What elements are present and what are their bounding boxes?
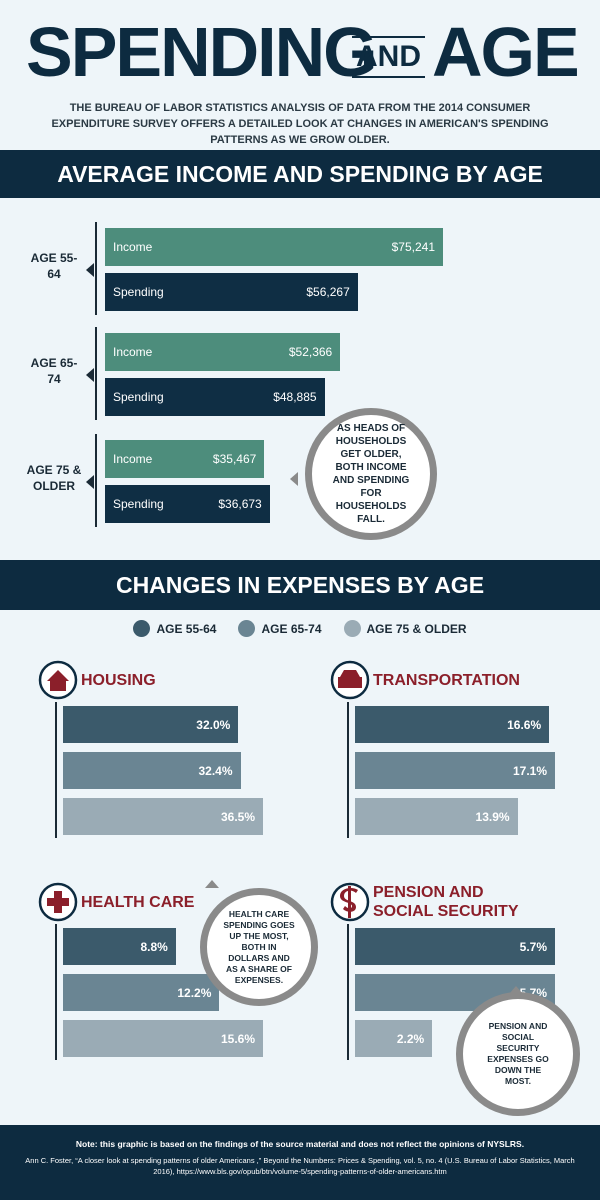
bar: 8.8%	[63, 928, 176, 965]
legend-item: AGE 65-74	[238, 620, 322, 637]
bracket	[95, 434, 97, 527]
bracket	[95, 222, 97, 315]
legend-swatch	[343, 620, 361, 637]
legend-swatch	[133, 620, 151, 637]
bar: 32.4%	[63, 752, 241, 789]
category-label: AGE 55-64	[30, 251, 78, 281]
category-label: AGE 65-74	[30, 356, 78, 386]
legend-label: AGE 55-64	[156, 621, 217, 636]
pointer	[290, 472, 298, 486]
value-label: $35,467	[212, 452, 257, 466]
legend-label: AGE 75 & OLDER	[366, 621, 467, 636]
bracket	[347, 702, 349, 838]
bar: 12.2%	[63, 974, 220, 1011]
value-label: 13.9%	[475, 809, 510, 824]
pointer	[86, 263, 94, 277]
category-label: AGE 75 & OLDER	[26, 463, 82, 493]
annotation: HEALTH CARE SPENDING GOES UP THE MOST, B…	[200, 888, 318, 1006]
bar: 32.0%	[63, 706, 239, 743]
bar: 16.6%	[355, 706, 550, 743]
section-title: AVERAGE INCOME AND SPENDING BY AGE	[0, 150, 600, 198]
value-label: 5.7%	[519, 939, 547, 954]
bar: 13.9%	[355, 798, 518, 835]
bar: Income $52,366	[105, 333, 341, 371]
footer-citation: Ann C. Foster, “A closer look at spendin…	[25, 1156, 575, 1176]
bar: 17.1%	[355, 752, 555, 789]
section-title: CHANGES IN EXPENSES BY AGE	[0, 560, 600, 610]
bar: Income $75,241	[105, 228, 443, 266]
annotation: AS HEADS OF HOUSEHOLDS GET OLDER, BOTH I…	[305, 408, 437, 540]
legend-item: AGE 55-64	[133, 620, 216, 637]
legend-label: AGE 65-74	[261, 621, 322, 636]
value-label: 8.8%	[140, 939, 168, 954]
bar: Income $35,467	[105, 440, 265, 478]
value-label: 32.0%	[196, 717, 231, 732]
bar: 36.5%	[63, 798, 263, 835]
bar: 15.6%	[63, 1020, 263, 1057]
pointer	[509, 986, 523, 994]
panel-title: TRANSPORTATION	[373, 671, 520, 689]
value-label: $48,885	[273, 390, 317, 404]
bar: 5.7%	[355, 928, 555, 965]
value-label: 2.2%	[396, 1031, 425, 1046]
title-word: AND	[352, 36, 425, 78]
footer: Note: this graphic is based on the findi…	[0, 1125, 600, 1200]
title-word: AGE	[432, 13, 580, 91]
panel-title: HEALTH CARE	[81, 893, 195, 911]
legend-item: AGE 75 & OLDER	[343, 620, 467, 637]
bar: Spending $56,267	[105, 273, 358, 311]
panel-title: HOUSING	[81, 671, 156, 689]
value-label: 16.6%	[507, 717, 542, 732]
bar: Spending $48,885	[105, 378, 325, 416]
pointer	[205, 880, 219, 888]
value-label: 17.1%	[512, 763, 547, 778]
value-label: $36,673	[218, 497, 262, 511]
bracket	[347, 924, 349, 1060]
value-label: $75,241	[391, 240, 435, 254]
series-label: Spending	[113, 285, 164, 299]
legend: AGE 55-64 AGE 65-74 AGE 75 & OLDER	[0, 620, 600, 637]
footer-note: Note: this graphic is based on the findi…	[75, 1139, 525, 1149]
series-label: Spending	[113, 497, 164, 511]
bracket	[55, 924, 57, 1060]
series-label: Spending	[113, 390, 164, 404]
bar: 2.2%	[355, 1020, 433, 1057]
intro: THE BUREAU OF LABOR STATISTICS ANALYSIS …	[51, 102, 549, 146]
panel-title: PENSION AND SOCIAL SECURITY	[373, 884, 519, 920]
bracket	[95, 327, 97, 420]
pointer	[86, 368, 94, 382]
series-label: Income	[113, 452, 153, 466]
bracket	[55, 702, 57, 838]
value-label: 32.4%	[198, 763, 233, 778]
legend-swatch	[238, 620, 256, 637]
value-label: 12.2%	[177, 985, 212, 1000]
annotation: PENSION AND SOCIAL SECURITY EXPENSES GO …	[456, 992, 580, 1116]
series-label: Income	[113, 345, 153, 359]
value-label: 15.6%	[220, 1031, 255, 1046]
series-label: Income	[113, 240, 153, 254]
bar: Spending $36,673	[105, 485, 270, 523]
title-word: SPENDING	[26, 13, 378, 91]
value-label: $52,366	[288, 345, 333, 359]
pointer	[86, 475, 94, 489]
value-label: 36.5%	[220, 809, 255, 824]
value-label: $56,267	[306, 285, 350, 299]
